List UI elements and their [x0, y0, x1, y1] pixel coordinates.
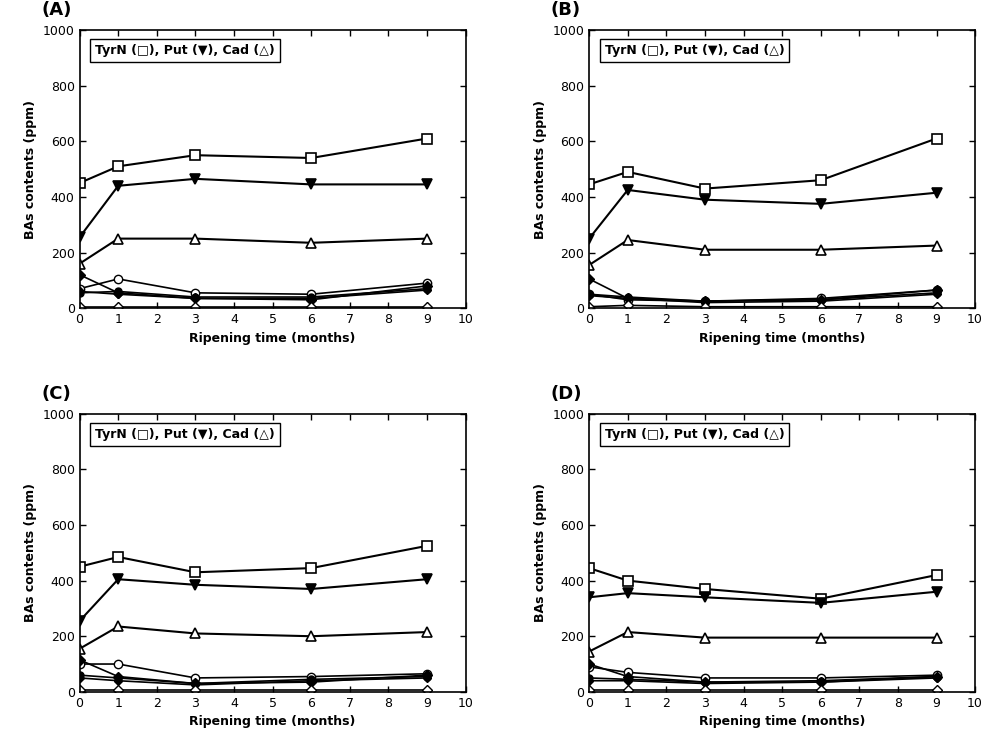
- Text: TyrN (□), Put (▼), Cad (△): TyrN (□), Put (▼), Cad (△): [95, 44, 274, 57]
- Text: TyrN (□), Put (▼), Cad (△): TyrN (□), Put (▼), Cad (△): [604, 44, 783, 57]
- Text: (B): (B): [550, 1, 580, 19]
- Y-axis label: BAs contents (ppm): BAs contents (ppm): [533, 99, 547, 238]
- Text: TyrN (□), Put (▼), Cad (△): TyrN (□), Put (▼), Cad (△): [95, 428, 274, 441]
- Y-axis label: BAs contents (ppm): BAs contents (ppm): [24, 484, 37, 623]
- Y-axis label: BAs contents (ppm): BAs contents (ppm): [24, 99, 37, 238]
- X-axis label: Ripening time (months): Ripening time (months): [189, 332, 356, 344]
- X-axis label: Ripening time (months): Ripening time (months): [189, 715, 356, 728]
- X-axis label: Ripening time (months): Ripening time (months): [698, 715, 865, 728]
- Text: (C): (C): [41, 385, 71, 402]
- Text: (D): (D): [550, 385, 581, 402]
- Text: (A): (A): [41, 1, 72, 19]
- Y-axis label: BAs contents (ppm): BAs contents (ppm): [533, 484, 547, 623]
- Text: TyrN (□), Put (▼), Cad (△): TyrN (□), Put (▼), Cad (△): [604, 428, 783, 441]
- X-axis label: Ripening time (months): Ripening time (months): [698, 332, 865, 344]
